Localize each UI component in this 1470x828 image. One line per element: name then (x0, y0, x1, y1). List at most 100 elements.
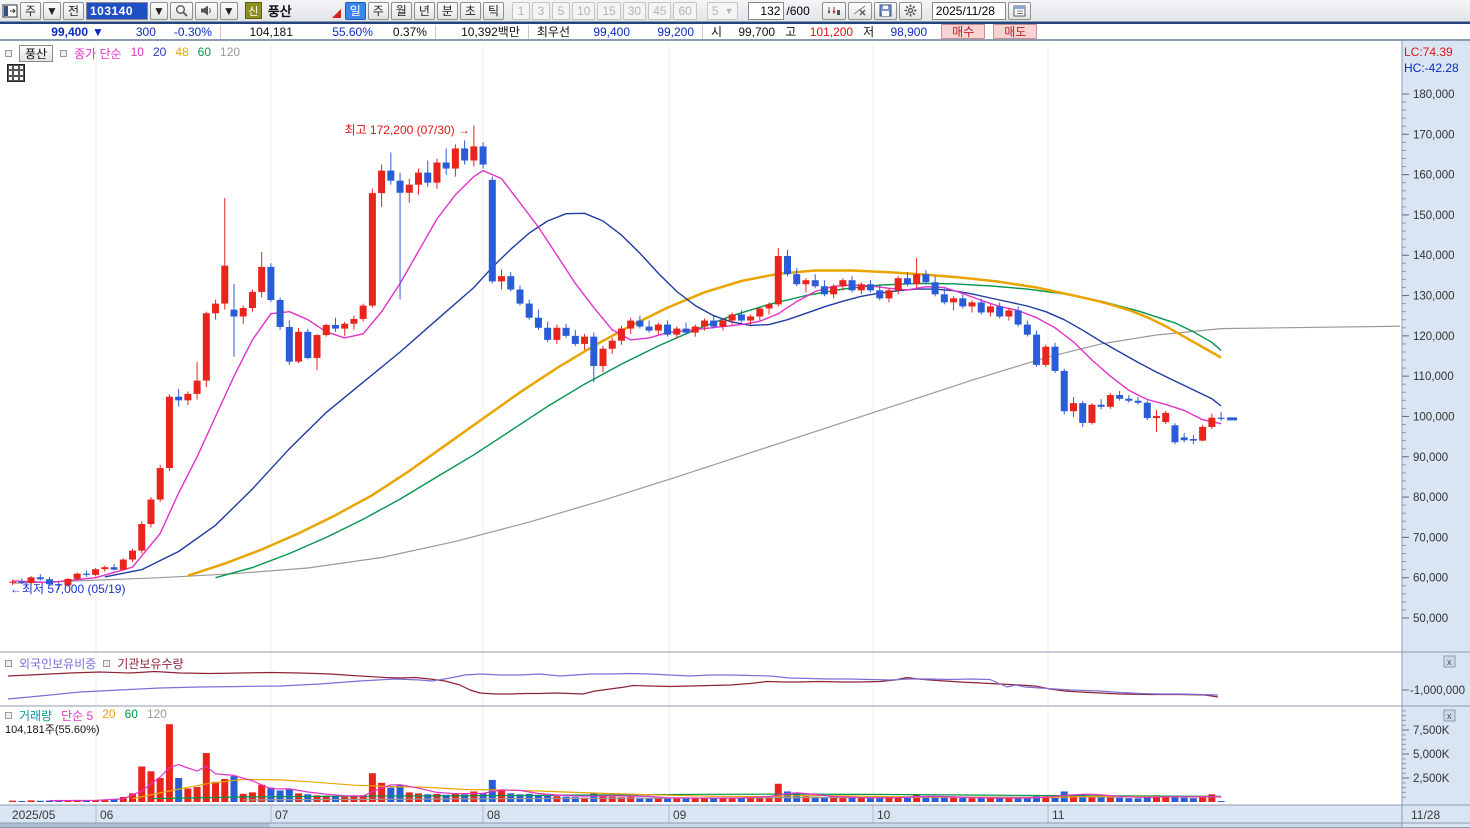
minute-button-group: 1 3 5 10 15 30 45 60 (512, 1, 697, 20)
trendline-delete-icon[interactable] (847, 1, 872, 20)
search-icon[interactable] (169, 1, 193, 20)
volume-ma-lines (49, 763, 1222, 802)
high-annotation: 최고 172,200 (07/30) → (345, 123, 470, 137)
legend-item: 거래량 (19, 709, 53, 723)
compare-chart-icon[interactable] (821, 1, 846, 20)
svg-text:08: 08 (487, 808, 501, 822)
candle-count-max: /600 (786, 3, 810, 18)
minute-button-10[interactable]: 10 (572, 1, 596, 20)
legend-marker[interactable] (60, 50, 68, 57)
current-price: 99,400 (51, 24, 88, 39)
period-button-틱[interactable]: 틱 (482, 1, 505, 20)
legend-item: 종가 단순 (74, 47, 122, 61)
speaker-icon[interactable] (194, 1, 218, 20)
chart-mode-dropdown[interactable]: ▼ (43, 1, 61, 20)
minute-button-5[interactable]: 5 (552, 1, 571, 20)
svg-text:150,000: 150,000 (1413, 210, 1455, 222)
open-label: 시 (711, 25, 723, 39)
window-split-icon[interactable] (2, 3, 18, 19)
legend-item: 120 (220, 45, 241, 59)
buy-button[interactable]: 매수 (941, 24, 986, 39)
price-axis: 180,000 170,000 160,000 150,000 140,000 130,0… (1402, 89, 1455, 625)
svg-text:2025/05: 2025/05 (12, 808, 56, 822)
stock-code-dropdown[interactable]: ▼ (149, 1, 168, 20)
high-label: 고 (785, 25, 797, 39)
low-label: 저 (863, 25, 875, 39)
chart-canvas[interactable]: 최고 172,200 (07/30) → ←최저 57,000 (05/19) 18… (0, 40, 1470, 828)
ownership-legend: 외국인보유비중 기관보유수량 (5, 655, 184, 672)
volume-legend: 거래량 단순 5 20 60 120 (5, 707, 167, 724)
legend-marker[interactable] (5, 712, 12, 719)
price-legend: 풍산 종가 단순 10 20 48 60 120 (5, 45, 240, 62)
low-annotation: ←최저 57,000 (05/19) (10, 582, 125, 596)
save-icon[interactable] (873, 1, 897, 20)
candlesticks (9, 125, 1238, 590)
best-ask: 99,200 (657, 24, 695, 39)
ownership-lines (7, 670, 1219, 700)
annotations: 최고 172,200 (07/30) → ←최저 57,000 (05/19) (10, 123, 470, 596)
period-button-년[interactable]: 년 (413, 1, 435, 20)
svg-text:2,500K: 2,500K (1413, 773, 1450, 785)
calendar-icon[interactable] (1007, 1, 1031, 20)
svg-text:70,000: 70,000 (1413, 532, 1448, 544)
sell-button[interactable]: 매도 (993, 24, 1038, 39)
low-price: 98,900 (890, 24, 928, 39)
price-change: 300 (135, 24, 156, 39)
turnover-ratio: 0.37% (392, 24, 427, 39)
period-button-초[interactable]: 초 (459, 1, 481, 20)
legend-item: 60 (197, 45, 212, 59)
scrollbar-thumb[interactable] (0, 823, 270, 828)
period-button-일[interactable]: 일 (344, 1, 366, 20)
chart-mode-button[interactable]: 주 (20, 1, 42, 20)
svg-text:100,000: 100,000 (1413, 411, 1455, 423)
trade-value: 10,392백만 (461, 25, 520, 39)
settings-gear-icon[interactable] (898, 1, 922, 20)
svg-text:x: x (1447, 657, 1452, 667)
svg-text:09: 09 (673, 808, 687, 822)
candle-count-input[interactable] (748, 1, 785, 20)
volume-value: 104,181 (249, 24, 293, 39)
volume-ratio: 55.60% (332, 24, 373, 39)
legend-marker[interactable] (5, 50, 12, 57)
down-arrow-icon: ▼ (92, 24, 104, 39)
svg-text:80,000: 80,000 (1413, 492, 1448, 504)
legend-item: 20 (102, 707, 116, 721)
minute-button-60[interactable]: 60 (673, 1, 697, 20)
minute-button-15[interactable]: 15 (597, 1, 621, 20)
minute-button-3[interactable]: 3 (532, 1, 551, 20)
high-price: 101,200 (809, 24, 854, 39)
svg-text:140,000: 140,000 (1413, 250, 1455, 262)
legend-item: 20 (152, 45, 167, 59)
svg-text:50,000: 50,000 (1413, 613, 1448, 625)
period-button-분[interactable]: 분 (436, 1, 458, 20)
period-button-주[interactable]: 주 (367, 1, 389, 20)
legend-item: 120 (146, 707, 167, 721)
stock-name-label: 풍산 (267, 4, 292, 19)
period-button-월[interactable]: 월 (390, 1, 412, 20)
date-input[interactable] (931, 1, 1006, 20)
legend-item: 48 (175, 45, 189, 59)
stock-code-input[interactable] (85, 1, 148, 20)
minute-button-1[interactable]: 1 (512, 1, 531, 20)
panel-separators (0, 40, 1470, 828)
ownership-axis: -1,000,000 (1402, 685, 1465, 697)
lc-value: LC:74.39 (1404, 45, 1453, 59)
prev-stock-button[interactable]: 전 (62, 1, 84, 20)
legend-item: 60 (124, 707, 138, 721)
x-axis-labels: 2025/05 06 07 08 09 10 11 11/28 (12, 808, 1440, 822)
legend-marker[interactable] (103, 660, 111, 667)
ownership-close-icon[interactable]: x (1443, 655, 1456, 668)
best-bid: 99,400 (593, 24, 631, 39)
legend-marker[interactable] (5, 660, 12, 667)
minute-button-30[interactable]: 30 (622, 1, 647, 20)
symbol-button[interactable]: 풍산 (19, 45, 54, 62)
svg-text:07: 07 (275, 808, 289, 822)
grid-tool-icon[interactable] (7, 64, 25, 82)
svg-text:5,000K: 5,000K (1413, 749, 1450, 761)
speaker-dropdown[interactable]: ▼ (219, 1, 238, 20)
svg-text:06: 06 (100, 808, 114, 822)
minute-button-45[interactable]: 45 (648, 1, 672, 20)
tick-count-select[interactable]: 5 ▼ (706, 1, 739, 20)
volume-close-icon[interactable]: x (1443, 709, 1456, 722)
volume-bars (9, 724, 1225, 803)
